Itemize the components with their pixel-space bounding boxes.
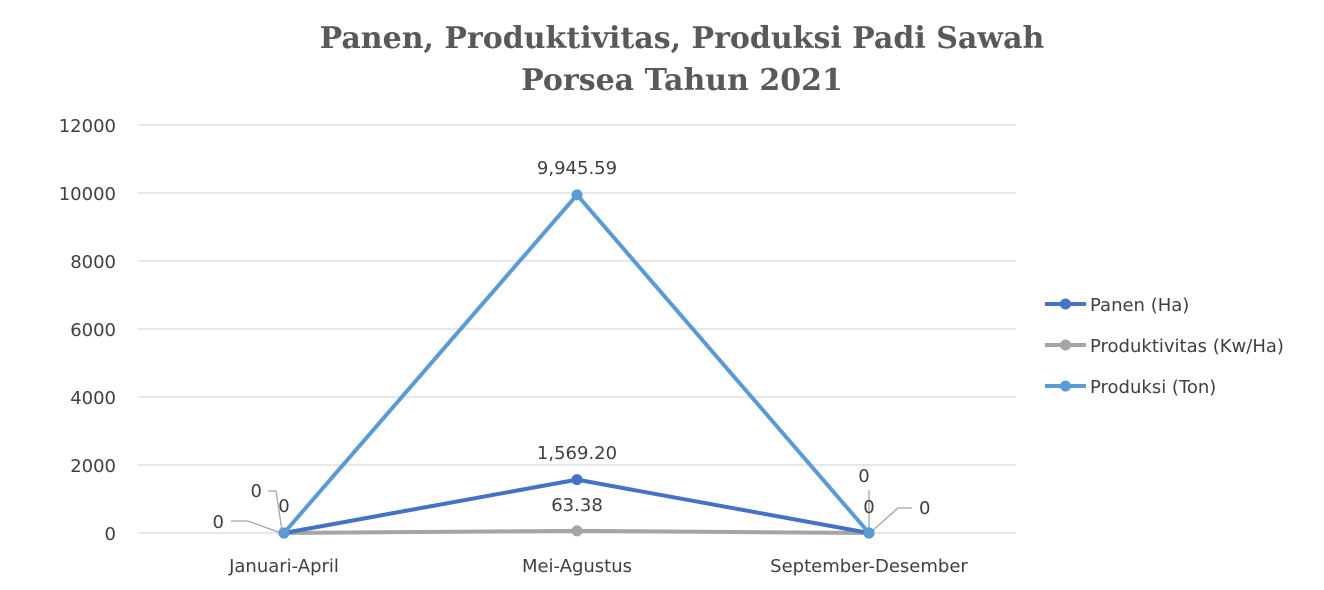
y-tick-label: 2000 (70, 456, 116, 477)
data-point (571, 189, 583, 201)
legend-entry-label: Produktivitas (Kw/Ha) (1090, 336, 1284, 357)
y-tick-label: 0 (105, 524, 116, 545)
y-tick-label: 4000 (70, 388, 116, 409)
y-tick-label: 12000 (59, 116, 116, 137)
data-label: 0 (251, 481, 262, 502)
data-label: 0 (858, 466, 869, 487)
x-tick-label: Mei-Agustus (522, 556, 632, 577)
x-tick-label: Januari-April (228, 556, 339, 577)
data-label: 0 (863, 497, 874, 518)
data-point (278, 527, 290, 539)
data-point (571, 474, 583, 486)
y-tick-label: 10000 (59, 184, 116, 205)
y-axis-ticks: 0 2000 4000 6000 8000 10000 12000 (59, 116, 116, 545)
data-label: 9,945.59 (537, 158, 617, 179)
series-lines (278, 189, 875, 539)
legend-swatch-marker (1060, 339, 1071, 351)
y-tick-label: 6000 (70, 320, 116, 341)
leader-line (871, 507, 912, 532)
x-tick-label: September-Desember (770, 556, 968, 577)
legend: Panen (Ha) Produktivitas (Kw/Ha) Produksi … (1045, 295, 1284, 398)
leader-line (231, 520, 282, 534)
chart-title-line-2: Porsea Tahun 2021 (521, 63, 843, 98)
data-label: 0 (213, 512, 224, 533)
data-label: 0 (919, 498, 930, 519)
data-point (571, 525, 583, 537)
legend-swatch-marker (1060, 298, 1071, 310)
data-label: 0 (278, 496, 289, 517)
legend-entry-label: Produksi (Ton) (1090, 377, 1216, 398)
chart-title: Panen, Produktivitas, Produksi Padi Sawa… (320, 21, 1045, 98)
gridlines (138, 124, 1016, 534)
chart-title-line-1: Panen, Produktivitas, Produksi Padi Sawa… (320, 21, 1045, 56)
data-label: 1,569.20 (537, 443, 617, 464)
data-label: 63.38 (551, 495, 603, 516)
leader-line (268, 490, 283, 532)
y-tick-label: 8000 (70, 252, 116, 273)
legend-entry-label: Panen (Ha) (1090, 295, 1189, 316)
legend-swatch-marker (1060, 380, 1071, 392)
data-point (863, 527, 875, 539)
x-axis-ticks: Januari-April Mei-Agustus September-Desemb… (228, 556, 968, 577)
leader-lines (231, 490, 912, 534)
